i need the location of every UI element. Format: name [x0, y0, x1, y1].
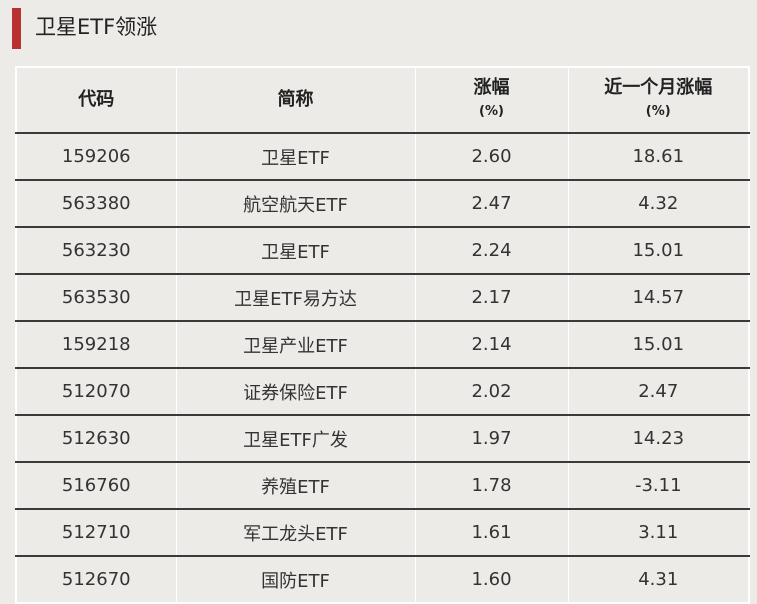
table-row: 563230 卫星ETF 2.24 15.01 — [15, 227, 750, 275]
cell-month-change: 4.31 — [567, 556, 750, 603]
table-row: 512710 军工龙头ETF 1.61 3.11 — [15, 509, 750, 557]
cell-name: 卫星ETF广发 — [175, 415, 416, 463]
cell-change: 2.24 — [414, 227, 569, 275]
title-accent-bar — [12, 8, 21, 49]
cell-month-change: 14.57 — [567, 274, 750, 322]
cell-code: 563530 — [15, 274, 177, 322]
etf-table: 代码 简称 涨幅 (%) 近一个月涨幅 (%) 159206 卫星ETF 2.60 18.… — [15, 66, 750, 604]
header-month-change: 近一个月涨幅 (%) — [567, 67, 750, 134]
table-row: 512070 证券保险ETF 2.02 2.47 — [15, 368, 750, 416]
cell-name: 航空航天ETF — [175, 180, 416, 228]
table-row: 512630 卫星ETF广发 1.97 14.23 — [15, 415, 750, 463]
cell-name: 卫星ETF易方达 — [175, 274, 416, 322]
cell-name: 卫星产业ETF — [175, 321, 416, 369]
cell-change: 2.47 — [414, 180, 569, 228]
header-label: 简称 — [277, 89, 314, 110]
cell-code: 516760 — [15, 462, 177, 510]
table-row: 512670 国防ETF 1.60 4.31 — [15, 556, 750, 603]
table-row: 159206 卫星ETF 2.60 18.61 — [15, 133, 750, 181]
table-row: 563530 卫星ETF易方达 2.17 14.57 — [15, 274, 750, 322]
table-row: 516760 养殖ETF 1.78 -3.11 — [15, 462, 750, 510]
cell-code: 512710 — [15, 509, 177, 557]
cell-code: 159206 — [15, 133, 177, 181]
header-unit: (%) — [479, 104, 504, 119]
header-label: 代码 — [78, 89, 115, 110]
header-change: 涨幅 (%) — [414, 67, 569, 134]
cell-change: 1.78 — [414, 462, 569, 510]
cell-month-change: 4.32 — [567, 180, 750, 228]
table-row: 159218 卫星产业ETF 2.14 15.01 — [15, 321, 750, 369]
cell-change: 2.17 — [414, 274, 569, 322]
cell-month-change: 18.61 — [567, 133, 750, 181]
cell-month-change: 15.01 — [567, 321, 750, 369]
header-label: 涨幅 — [473, 77, 510, 98]
cell-change: 1.60 — [414, 556, 569, 603]
table-row: 563380 航空航天ETF 2.47 4.32 — [15, 180, 750, 228]
header-name: 简称 — [175, 67, 416, 134]
cell-code: 563230 — [15, 227, 177, 275]
cell-change: 1.97 — [414, 415, 569, 463]
header-label: 近一个月涨幅 — [604, 77, 713, 98]
header-unit: (%) — [645, 104, 671, 119]
cell-code: 159218 — [15, 321, 177, 369]
table-header-row: 代码 简称 涨幅 (%) 近一个月涨幅 (%) — [15, 67, 750, 134]
cell-name: 卫星ETF — [175, 133, 416, 181]
cell-change: 2.02 — [414, 368, 569, 416]
cell-name: 养殖ETF — [175, 462, 416, 510]
cell-change: 2.60 — [414, 133, 569, 181]
header-code: 代码 — [15, 67, 177, 134]
cell-name: 卫星ETF — [175, 227, 416, 275]
cell-name: 军工龙头ETF — [175, 509, 416, 557]
cell-month-change: 3.11 — [567, 509, 750, 557]
page-title: 卫星ETF领涨 — [35, 15, 158, 39]
cell-change: 2.14 — [414, 321, 569, 369]
cell-name: 国防ETF — [175, 556, 416, 603]
cell-month-change: 14.23 — [567, 415, 750, 463]
cell-name: 证券保险ETF — [175, 368, 416, 416]
cell-code: 512070 — [15, 368, 177, 416]
cell-change: 1.61 — [414, 509, 569, 557]
cell-month-change: 2.47 — [567, 368, 750, 416]
cell-code: 563380 — [15, 180, 177, 228]
cell-month-change: -3.11 — [567, 462, 750, 510]
cell-code: 512630 — [15, 415, 177, 463]
cell-code: 512670 — [15, 556, 177, 603]
cell-month-change: 15.01 — [567, 227, 750, 275]
